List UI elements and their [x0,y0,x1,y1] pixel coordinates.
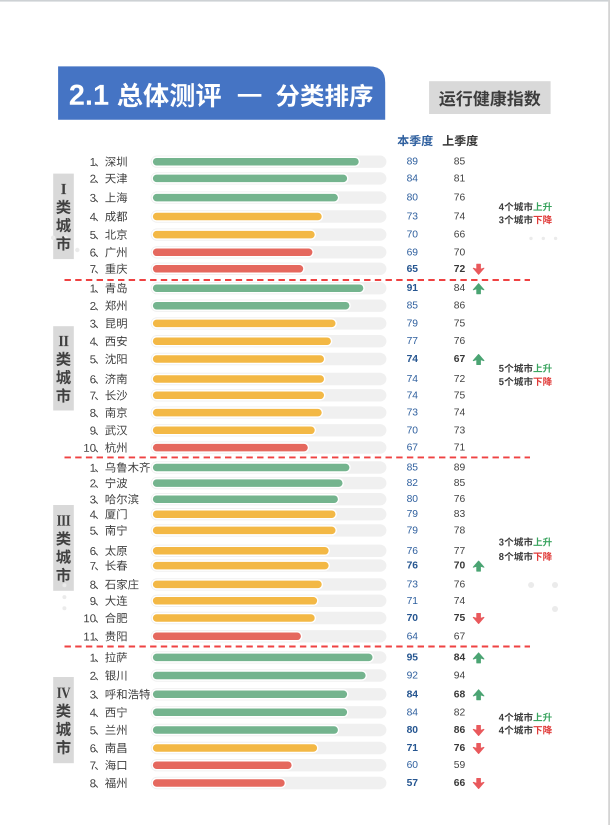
svg-text:74: 74 [454,212,466,223]
svg-text:84: 84 [454,283,466,294]
svg-text:74: 74 [407,374,419,385]
svg-text:75: 75 [454,390,466,401]
svg-text:71: 71 [407,596,419,607]
svg-text:84: 84 [407,173,419,184]
svg-text:76: 76 [454,193,466,204]
svg-text:68: 68 [454,689,466,700]
svg-text:89: 89 [407,157,419,168]
svg-text:92: 92 [407,671,419,682]
svg-text:67: 67 [454,631,466,642]
svg-text:82: 82 [454,707,466,718]
svg-text:89: 89 [454,463,466,474]
svg-text:70: 70 [407,613,419,624]
svg-text:76: 76 [407,561,419,572]
svg-text:71: 71 [454,443,466,454]
svg-text:85: 85 [407,463,419,474]
svg-text:72: 72 [454,264,466,275]
svg-text:74: 74 [454,408,466,419]
svg-text:74: 74 [407,354,419,365]
svg-text:76: 76 [454,743,466,754]
svg-text:86: 86 [454,301,466,312]
svg-text:73: 73 [407,408,419,419]
svg-text:70: 70 [407,425,419,436]
svg-text:76: 76 [407,546,419,557]
svg-text:79: 79 [407,525,419,536]
svg-text:60: 60 [407,760,419,771]
svg-text:86: 86 [454,725,466,736]
svg-text:77: 77 [407,336,419,347]
svg-text:59: 59 [454,760,466,771]
svg-text:79: 79 [407,509,419,520]
svg-text:69: 69 [407,247,419,258]
svg-text:65: 65 [407,264,419,275]
svg-text:79: 79 [407,318,419,329]
svg-text:84: 84 [407,707,419,718]
svg-text:76: 76 [454,336,466,347]
svg-text:80: 80 [407,725,419,736]
svg-text:57: 57 [407,778,419,789]
svg-text:67: 67 [454,354,466,365]
svg-text:85: 85 [454,157,466,168]
svg-text:73: 73 [407,579,419,590]
svg-text:70: 70 [407,230,419,241]
svg-text:82: 82 [407,478,419,489]
svg-text:80: 80 [407,494,419,505]
svg-text:81: 81 [454,173,466,184]
svg-text:95: 95 [407,652,419,663]
svg-text:67: 67 [407,443,419,454]
svg-text:70: 70 [454,247,466,258]
svg-text:73: 73 [454,425,466,436]
svg-text:84: 84 [454,652,466,663]
svg-text:71: 71 [407,743,419,754]
svg-text:91: 91 [407,283,419,294]
svg-text:85: 85 [454,478,466,489]
svg-text:76: 76 [454,579,466,590]
svg-text:94: 94 [454,671,466,682]
svg-text:70: 70 [454,561,466,572]
svg-text:64: 64 [407,631,419,642]
svg-text:74: 74 [407,390,419,401]
svg-text:75: 75 [454,613,466,624]
svg-text:72: 72 [454,374,466,385]
svg-text:74: 74 [454,596,466,607]
svg-text:78: 78 [454,525,466,536]
svg-text:77: 77 [454,546,466,557]
svg-text:80: 80 [407,193,419,204]
svg-text:84: 84 [407,689,419,700]
svg-text:66: 66 [454,778,466,789]
svg-text:75: 75 [454,318,466,329]
svg-text:83: 83 [454,509,466,520]
svg-text:66: 66 [454,230,466,241]
svg-text:73: 73 [407,212,419,223]
svg-text:85: 85 [407,301,419,312]
svg-text:76: 76 [454,494,466,505]
